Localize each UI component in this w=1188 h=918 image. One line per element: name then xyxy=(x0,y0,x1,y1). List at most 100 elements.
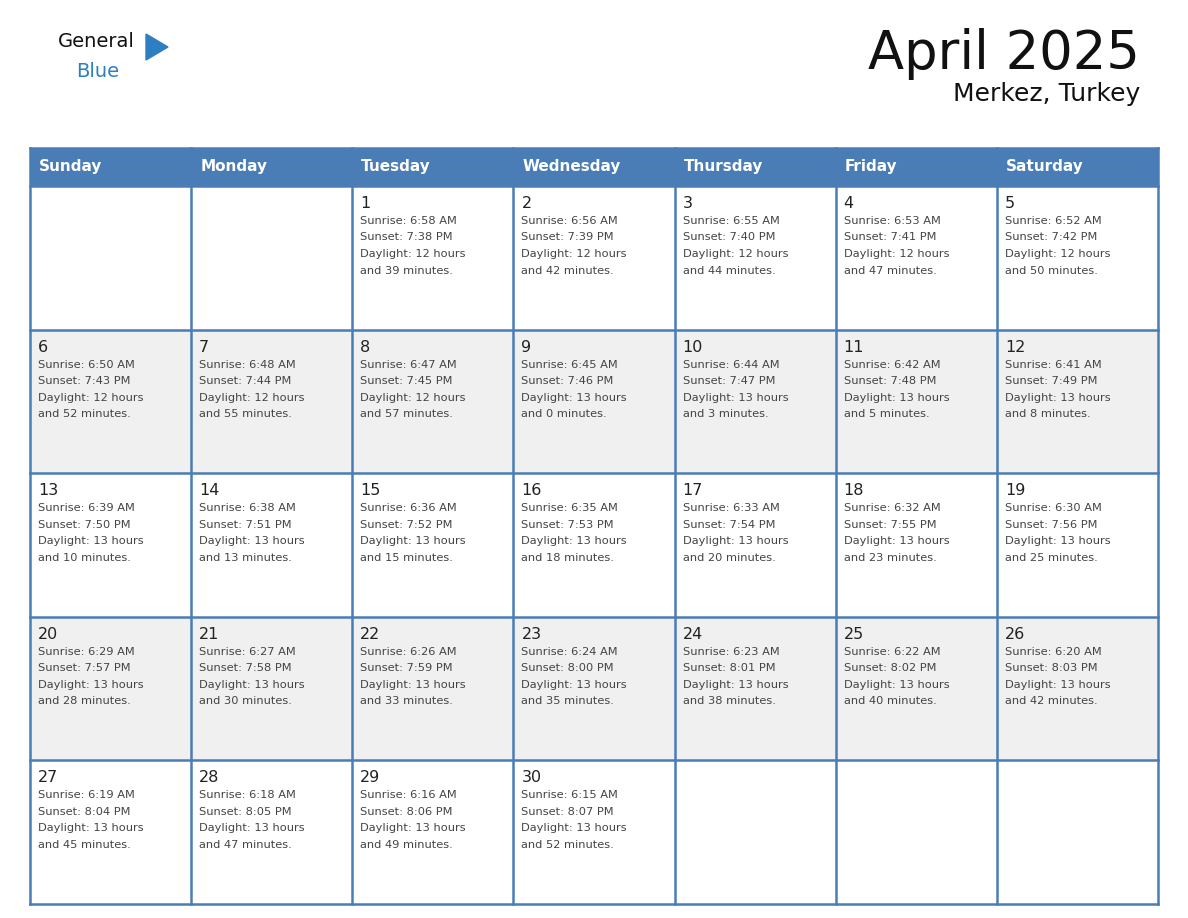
Bar xyxy=(835,760,997,904)
Text: 1: 1 xyxy=(360,196,371,211)
Text: Daylight: 13 hours: Daylight: 13 hours xyxy=(200,680,305,689)
Bar xyxy=(835,617,997,760)
Text: Sunrise: 6:45 AM: Sunrise: 6:45 AM xyxy=(522,360,618,370)
Text: Sunrise: 6:30 AM: Sunrise: 6:30 AM xyxy=(1005,503,1101,513)
Text: Sunrise: 6:24 AM: Sunrise: 6:24 AM xyxy=(522,647,618,656)
Bar xyxy=(191,148,353,186)
Text: April 2025: April 2025 xyxy=(868,28,1140,80)
Bar xyxy=(191,617,353,760)
Text: and 13 minutes.: and 13 minutes. xyxy=(200,553,292,563)
Text: Sunset: 7:54 PM: Sunset: 7:54 PM xyxy=(683,520,775,530)
Polygon shape xyxy=(146,34,168,60)
Bar xyxy=(997,148,1158,186)
Text: General: General xyxy=(58,32,135,51)
Bar xyxy=(30,473,191,617)
Text: 2: 2 xyxy=(522,196,531,211)
Text: Daylight: 12 hours: Daylight: 12 hours xyxy=(38,393,144,403)
Text: Sunrise: 6:26 AM: Sunrise: 6:26 AM xyxy=(360,647,457,656)
Text: Daylight: 13 hours: Daylight: 13 hours xyxy=(200,823,305,834)
Text: Sunset: 7:45 PM: Sunset: 7:45 PM xyxy=(360,376,453,386)
Text: Daylight: 12 hours: Daylight: 12 hours xyxy=(1005,249,1111,259)
Text: Sunset: 7:51 PM: Sunset: 7:51 PM xyxy=(200,520,292,530)
Text: Daylight: 13 hours: Daylight: 13 hours xyxy=(1005,680,1111,689)
Text: Saturday: Saturday xyxy=(1006,160,1083,174)
Text: and 23 minutes.: and 23 minutes. xyxy=(843,553,936,563)
Text: Sunset: 7:47 PM: Sunset: 7:47 PM xyxy=(683,376,775,386)
Text: 9: 9 xyxy=(522,340,531,354)
Text: Sunset: 7:44 PM: Sunset: 7:44 PM xyxy=(200,376,291,386)
Text: Sunset: 7:49 PM: Sunset: 7:49 PM xyxy=(1005,376,1098,386)
Text: Sunrise: 6:58 AM: Sunrise: 6:58 AM xyxy=(360,216,457,226)
Text: Sunrise: 6:23 AM: Sunrise: 6:23 AM xyxy=(683,647,779,656)
Bar xyxy=(353,617,513,760)
Text: Daylight: 13 hours: Daylight: 13 hours xyxy=(843,393,949,403)
Text: and 45 minutes.: and 45 minutes. xyxy=(38,840,131,850)
Bar xyxy=(997,473,1158,617)
Bar xyxy=(30,148,191,186)
Text: 6: 6 xyxy=(38,340,49,354)
Bar xyxy=(30,186,191,330)
Text: 3: 3 xyxy=(683,196,693,211)
Text: Sunset: 8:02 PM: Sunset: 8:02 PM xyxy=(843,664,936,673)
Bar xyxy=(191,473,353,617)
Text: Tuesday: Tuesday xyxy=(361,160,431,174)
Text: 29: 29 xyxy=(360,770,380,786)
Text: Daylight: 13 hours: Daylight: 13 hours xyxy=(200,536,305,546)
Text: Sunset: 8:07 PM: Sunset: 8:07 PM xyxy=(522,807,614,817)
Text: Sunrise: 6:52 AM: Sunrise: 6:52 AM xyxy=(1005,216,1101,226)
Text: Sunday: Sunday xyxy=(39,160,102,174)
Text: Sunset: 7:42 PM: Sunset: 7:42 PM xyxy=(1005,232,1098,242)
Text: Sunset: 8:01 PM: Sunset: 8:01 PM xyxy=(683,664,776,673)
Text: Sunset: 7:53 PM: Sunset: 7:53 PM xyxy=(522,520,614,530)
Text: Merkez, Turkey: Merkez, Turkey xyxy=(953,82,1140,106)
Text: Daylight: 12 hours: Daylight: 12 hours xyxy=(200,393,304,403)
Text: 24: 24 xyxy=(683,627,703,642)
Text: Sunrise: 6:44 AM: Sunrise: 6:44 AM xyxy=(683,360,779,370)
Bar xyxy=(997,760,1158,904)
Text: Monday: Monday xyxy=(200,160,267,174)
Text: Sunrise: 6:50 AM: Sunrise: 6:50 AM xyxy=(38,360,135,370)
Text: Daylight: 13 hours: Daylight: 13 hours xyxy=(683,680,788,689)
Text: 7: 7 xyxy=(200,340,209,354)
Text: Daylight: 13 hours: Daylight: 13 hours xyxy=(360,680,466,689)
Text: 23: 23 xyxy=(522,627,542,642)
Text: 22: 22 xyxy=(360,627,380,642)
Text: and 49 minutes.: and 49 minutes. xyxy=(360,840,453,850)
Text: and 25 minutes.: and 25 minutes. xyxy=(1005,553,1098,563)
Text: and 39 minutes.: and 39 minutes. xyxy=(360,265,453,275)
Text: Sunset: 8:00 PM: Sunset: 8:00 PM xyxy=(522,664,614,673)
Text: Daylight: 13 hours: Daylight: 13 hours xyxy=(1005,393,1111,403)
Bar xyxy=(353,148,513,186)
Text: and 33 minutes.: and 33 minutes. xyxy=(360,696,453,706)
Bar xyxy=(997,186,1158,330)
Bar xyxy=(513,617,675,760)
Bar xyxy=(353,186,513,330)
Bar xyxy=(513,186,675,330)
Text: 4: 4 xyxy=(843,196,854,211)
Bar xyxy=(997,330,1158,473)
Text: 13: 13 xyxy=(38,483,58,498)
Bar xyxy=(675,330,835,473)
Text: Sunrise: 6:56 AM: Sunrise: 6:56 AM xyxy=(522,216,618,226)
Bar xyxy=(513,473,675,617)
Text: Sunrise: 6:20 AM: Sunrise: 6:20 AM xyxy=(1005,647,1101,656)
Text: Daylight: 12 hours: Daylight: 12 hours xyxy=(522,249,627,259)
Text: and 40 minutes.: and 40 minutes. xyxy=(843,696,936,706)
Bar xyxy=(30,330,191,473)
Bar xyxy=(513,330,675,473)
Text: Daylight: 13 hours: Daylight: 13 hours xyxy=(683,536,788,546)
Text: Daylight: 12 hours: Daylight: 12 hours xyxy=(360,393,466,403)
Text: 10: 10 xyxy=(683,340,703,354)
Text: Sunrise: 6:42 AM: Sunrise: 6:42 AM xyxy=(843,360,941,370)
Text: Blue: Blue xyxy=(76,62,119,81)
Text: Sunrise: 6:48 AM: Sunrise: 6:48 AM xyxy=(200,360,296,370)
Text: and 0 minutes.: and 0 minutes. xyxy=(522,409,607,420)
Text: and 52 minutes.: and 52 minutes. xyxy=(38,409,131,420)
Text: and 47 minutes.: and 47 minutes. xyxy=(200,840,292,850)
Text: and 57 minutes.: and 57 minutes. xyxy=(360,409,453,420)
Bar xyxy=(675,760,835,904)
Text: 12: 12 xyxy=(1005,340,1025,354)
Text: Daylight: 12 hours: Daylight: 12 hours xyxy=(843,249,949,259)
Text: Daylight: 13 hours: Daylight: 13 hours xyxy=(38,823,144,834)
Text: and 42 minutes.: and 42 minutes. xyxy=(522,265,614,275)
